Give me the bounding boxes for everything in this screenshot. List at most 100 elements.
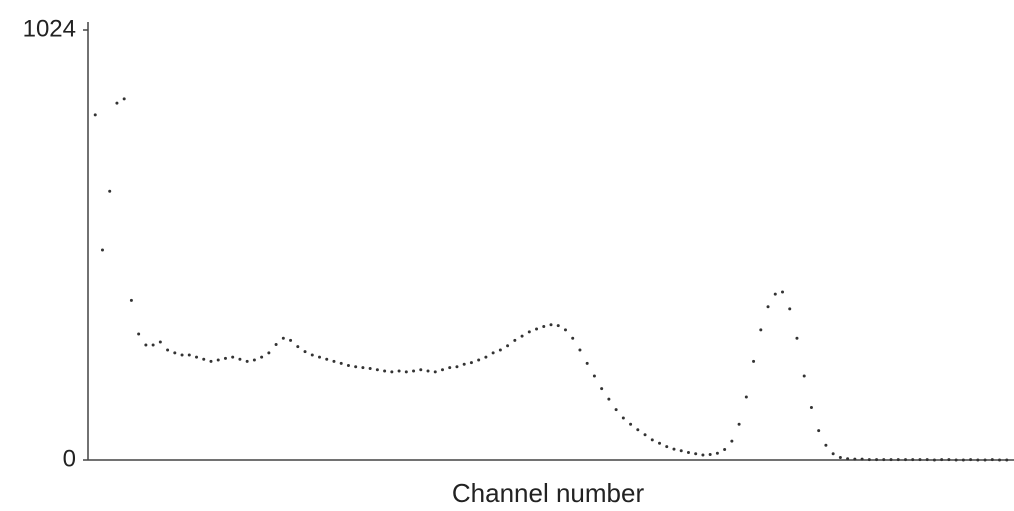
data-point xyxy=(563,328,567,332)
data-point xyxy=(506,344,510,348)
data-point xyxy=(636,428,640,432)
data-point xyxy=(838,455,842,459)
data-point xyxy=(527,330,531,334)
data-point xyxy=(940,458,944,462)
data-point xyxy=(325,357,329,361)
data-point xyxy=(969,458,973,462)
data-point xyxy=(498,348,502,352)
data-point xyxy=(433,370,437,374)
y-tick-label: 1024 xyxy=(23,15,76,42)
y-tick-label: 0 xyxy=(63,445,76,472)
data-point xyxy=(571,336,575,340)
data-point xyxy=(129,298,133,302)
data-point xyxy=(303,350,307,354)
data-point xyxy=(361,366,365,370)
data-point xyxy=(629,422,633,426)
data-point xyxy=(802,374,806,378)
data-point xyxy=(310,353,314,357)
data-point xyxy=(708,453,712,457)
data-point xyxy=(592,374,596,378)
data-point xyxy=(484,355,488,359)
data-point xyxy=(658,441,662,445)
data-point xyxy=(867,458,871,462)
data-point xyxy=(223,356,227,360)
data-point xyxy=(231,355,235,359)
data-point xyxy=(737,422,741,426)
data-point xyxy=(187,353,191,357)
data-point xyxy=(846,457,850,461)
data-point xyxy=(730,439,734,443)
data-point xyxy=(383,369,387,373)
data-point xyxy=(759,328,763,332)
data-point xyxy=(144,343,148,347)
data-point xyxy=(752,359,756,363)
data-point xyxy=(535,327,539,331)
data-point xyxy=(672,447,676,451)
data-point xyxy=(744,395,748,399)
data-point xyxy=(520,334,524,338)
data-point xyxy=(795,336,799,340)
data-point xyxy=(903,458,907,462)
data-point xyxy=(998,458,1002,462)
data-point xyxy=(122,97,126,101)
data-point xyxy=(477,358,481,362)
data-point xyxy=(643,433,647,437)
data-point xyxy=(375,368,379,372)
data-point xyxy=(650,438,654,442)
data-point xyxy=(390,370,394,374)
data-point xyxy=(397,369,401,373)
data-point xyxy=(440,368,444,372)
data-point xyxy=(918,458,922,462)
data-point xyxy=(491,351,495,355)
data-point xyxy=(860,457,864,461)
data-point xyxy=(513,338,517,342)
data-point xyxy=(947,458,951,462)
data-point xyxy=(621,416,625,420)
data-point xyxy=(339,361,343,365)
data-point xyxy=(896,458,900,462)
x-axis-label: Channel number xyxy=(452,478,645,508)
data-point xyxy=(773,292,777,296)
data-point xyxy=(419,368,423,372)
data-point xyxy=(686,450,690,454)
data-point xyxy=(723,448,727,452)
data-point xyxy=(701,453,705,457)
data-point xyxy=(556,324,560,328)
data-point xyxy=(93,113,97,117)
data-point xyxy=(889,458,893,462)
data-point xyxy=(781,290,784,294)
data-point xyxy=(412,369,416,373)
data-point xyxy=(260,355,264,359)
data-point xyxy=(882,458,886,462)
data-point xyxy=(983,458,987,462)
data-point xyxy=(932,458,936,462)
data-point xyxy=(368,366,372,370)
data-point xyxy=(809,406,813,410)
data-point xyxy=(824,443,828,447)
data-point xyxy=(346,364,350,368)
data-point xyxy=(267,351,271,355)
data-point xyxy=(216,358,220,362)
data-point xyxy=(274,343,278,347)
data-point xyxy=(715,451,719,455)
data-point xyxy=(173,351,177,355)
data-point xyxy=(151,343,155,347)
data-point xyxy=(137,332,141,336)
data-point xyxy=(549,323,553,327)
data-point xyxy=(607,397,611,401)
data-point xyxy=(115,101,119,105)
data-point xyxy=(318,355,321,359)
data-point xyxy=(469,361,473,365)
data-point xyxy=(252,358,256,362)
data-point xyxy=(462,362,466,366)
data-point xyxy=(679,449,683,453)
data-point xyxy=(100,248,104,252)
data-point xyxy=(455,365,459,369)
data-point xyxy=(296,345,300,349)
data-point xyxy=(585,361,589,365)
data-point xyxy=(665,445,669,449)
data-point xyxy=(875,458,879,462)
data-point xyxy=(158,340,162,344)
data-point xyxy=(817,429,821,433)
